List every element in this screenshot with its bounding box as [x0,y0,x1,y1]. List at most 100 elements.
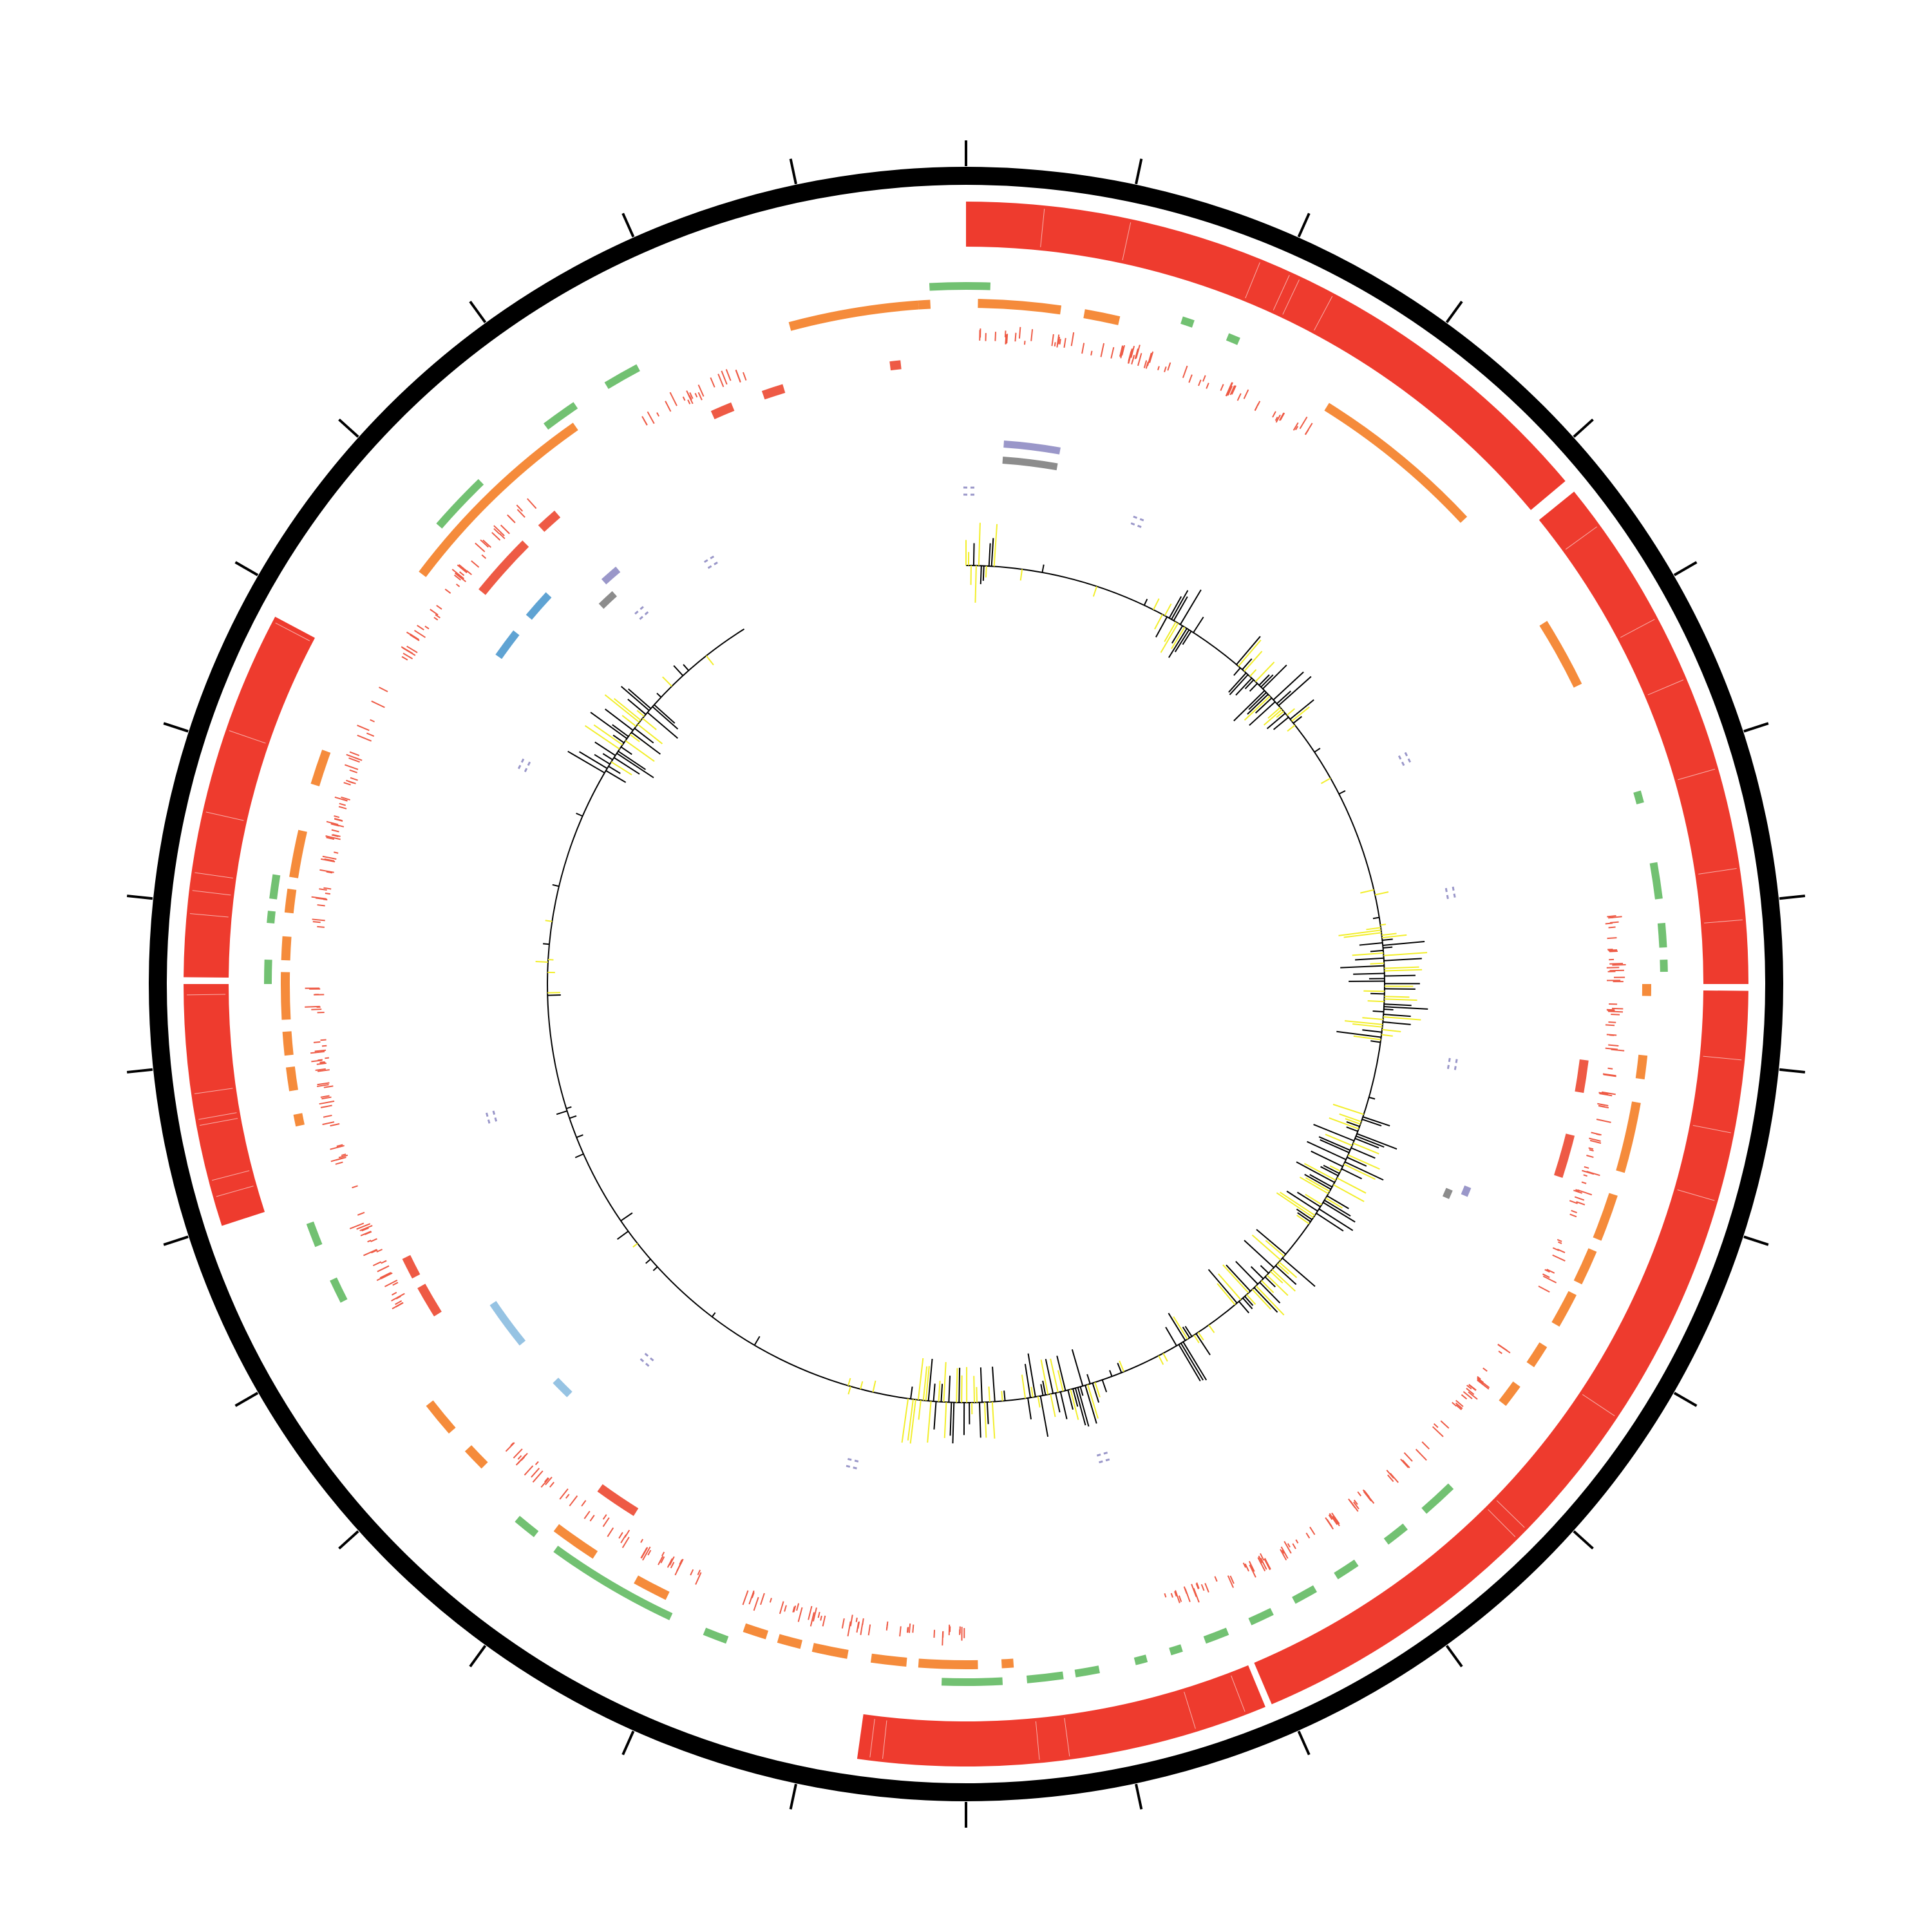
feature-tick [1063,337,1066,348]
feature-block [918,299,931,310]
profile-spike [1336,1177,1367,1194]
profile-spike [1383,1006,1428,1010]
identity-gap-line [187,994,226,996]
profile-spike [1380,923,1387,926]
feature-block [417,1283,442,1317]
feature-tick [742,1590,749,1605]
profile-spike [1370,1040,1381,1043]
feature-tick [322,855,337,860]
feature-tick [379,1272,392,1279]
identity-gap-line [194,1088,233,1094]
profile-spike [1171,625,1184,644]
feature-tick [1149,351,1154,363]
profile-spike [1039,1396,1049,1437]
feature-block [1421,1483,1454,1514]
feature-tick [1552,1247,1560,1251]
feature-tick [457,564,468,574]
feature-tick [545,1476,553,1486]
profile-spike [605,770,627,783]
feature-tick [384,1279,398,1287]
feature-tick [507,515,516,524]
feature-block [1180,316,1195,328]
profile-spike [1021,1374,1027,1399]
profile-spike [1316,1213,1344,1232]
profile-spike [1079,1387,1084,1396]
profile-spike [567,750,605,773]
profile-spike [1324,1199,1351,1217]
feature-tick [1018,327,1021,339]
profile-spike [1341,1168,1362,1180]
profile-spike [1119,1360,1124,1372]
profile-spike [1162,1352,1168,1362]
feature-tick [797,1607,803,1622]
feature-tick [641,416,648,426]
feature-tick [401,646,413,654]
profile-spike [1117,1363,1122,1373]
profile-spike [632,1243,638,1248]
profile-spike [1056,1356,1066,1391]
profile-spike [1193,616,1204,633]
profile-spike [1352,1023,1383,1028]
feature-tick [498,533,506,540]
profile-spike [1249,669,1257,677]
dashed-mark [1446,1057,1451,1072]
feature-tick [330,1157,344,1162]
profile-spike [1246,1294,1256,1305]
feature-tick [321,858,336,863]
identity-gap-line [205,811,244,821]
backbone-tick [469,301,487,323]
feature-block [710,402,735,419]
profile-spike [1344,1161,1384,1181]
feature-tick [1242,1562,1247,1568]
feature-tick [493,525,505,536]
feature-tick [357,734,372,742]
profile-spike [1382,938,1393,942]
feature-tick [1609,963,1624,965]
feature-tick [335,1161,343,1165]
profile-spike [922,1366,928,1401]
track-blocks [280,299,1651,1669]
profile-spike [1226,1264,1251,1292]
feature-block [929,282,991,291]
feature-tick [1293,422,1299,431]
profile-spike [618,750,646,770]
profile-spike [1287,724,1296,732]
profile-spike [1184,1325,1193,1337]
feature-tick [315,1068,326,1071]
identity-gap-line [1677,1189,1715,1201]
profile-spike [1092,586,1097,597]
feature-tick [1546,1269,1555,1274]
profile-spike [925,1366,930,1401]
profile-spike [974,565,977,603]
profile-spike [1383,1014,1411,1018]
profile-spike [1307,1141,1347,1160]
feature-tick [906,1627,909,1633]
profile-spike [1381,1034,1393,1037]
profile-spike [990,538,994,567]
profile-spike [1384,996,1410,998]
profile-spike [1168,628,1188,658]
feature-tick [516,1452,528,1465]
feature-tick [376,1274,390,1282]
feature-tick [697,384,705,397]
feature-tick [688,395,692,401]
profile-spike [547,994,561,996]
feature-tick [1455,1404,1463,1410]
profile-spike [1179,589,1202,625]
feature-tick [444,588,451,594]
feature-tick [391,1293,405,1302]
profile-spike [1024,1363,1031,1398]
feature-tick [1014,332,1017,342]
feature-tick [661,1551,665,1557]
feature-tick [679,1559,683,1565]
profile-spike [927,1358,933,1401]
feature-tick [1586,1155,1594,1159]
feature-tick [322,1121,335,1126]
profile-spike [1168,596,1182,619]
feature-tick [1170,1593,1173,1598]
feature-tick [810,1612,815,1627]
profile-spike [1109,1370,1113,1377]
feature-tick [1188,374,1193,383]
feature-tick [378,687,388,692]
